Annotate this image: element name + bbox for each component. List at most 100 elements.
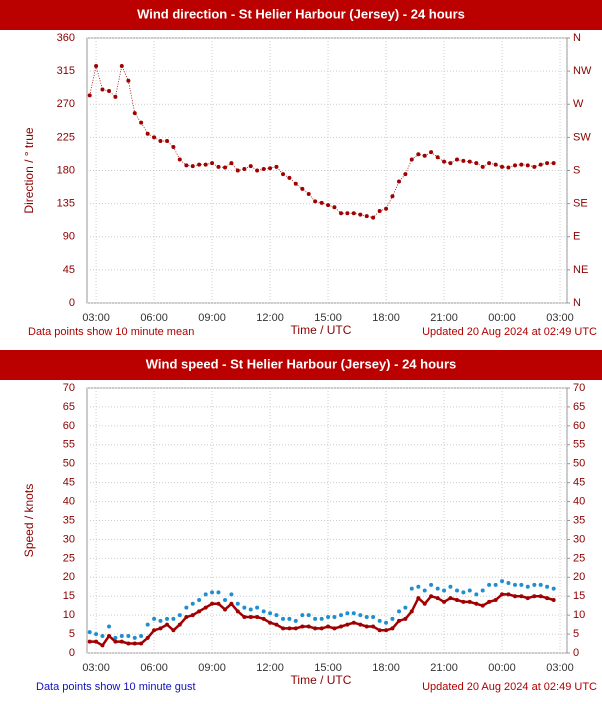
data-point bbox=[132, 635, 137, 640]
data-point bbox=[235, 168, 240, 173]
data-point bbox=[255, 168, 260, 173]
data-point bbox=[306, 613, 311, 618]
y2-tick-label: 25 bbox=[573, 552, 585, 564]
data-point bbox=[525, 596, 530, 601]
data-point bbox=[403, 172, 408, 177]
data-point bbox=[145, 635, 150, 640]
data-point bbox=[339, 624, 344, 629]
data-point bbox=[152, 616, 157, 621]
data-point bbox=[461, 158, 466, 163]
x-tick-label: 21:00 bbox=[430, 312, 458, 324]
y-axis-label: Direction / ° true bbox=[22, 127, 36, 213]
data-point bbox=[171, 616, 176, 621]
note: Data points show 10 minute mean bbox=[28, 326, 194, 338]
data-point bbox=[512, 163, 517, 168]
data-point bbox=[364, 615, 369, 620]
data-point bbox=[203, 605, 208, 610]
data-point bbox=[332, 626, 337, 631]
data-point bbox=[132, 641, 137, 646]
data-point bbox=[145, 622, 150, 627]
data-point bbox=[519, 594, 524, 599]
x-tick-label: 15:00 bbox=[314, 662, 342, 674]
y2-tick-label: SE bbox=[573, 198, 588, 210]
y-tick-label: 0 bbox=[69, 297, 75, 309]
y-tick-label: 70 bbox=[63, 382, 75, 394]
data-point bbox=[519, 582, 524, 587]
x-tick-label: 06:00 bbox=[140, 662, 168, 674]
data-point bbox=[229, 161, 234, 166]
y2-tick-label: 15 bbox=[573, 590, 585, 602]
data-point bbox=[493, 598, 498, 602]
x-tick-label: 03:00 bbox=[82, 662, 110, 674]
y-axis-label: Speed / knots bbox=[22, 484, 36, 557]
y2-tick-label: N bbox=[573, 297, 581, 309]
data-point bbox=[313, 626, 318, 631]
y2-tick-label: 60 bbox=[573, 420, 585, 432]
y2-tick-label: 5 bbox=[573, 628, 579, 640]
data-point bbox=[532, 594, 537, 599]
data-point bbox=[300, 613, 305, 618]
data-point bbox=[210, 161, 215, 166]
data-point bbox=[442, 599, 447, 604]
data-point bbox=[358, 622, 363, 627]
y2-tick-label: 30 bbox=[573, 533, 585, 545]
y-tick-label: 180 bbox=[57, 164, 75, 176]
data-point bbox=[190, 613, 195, 618]
chart-title: Wind speed - St Helier Harbour (Jersey) … bbox=[146, 356, 457, 371]
data-point bbox=[293, 618, 298, 623]
data-point bbox=[416, 596, 421, 601]
data-point bbox=[126, 641, 131, 646]
data-point bbox=[384, 620, 389, 625]
y2-tick-label: 45 bbox=[573, 477, 585, 489]
y2-tick-label: N bbox=[573, 32, 581, 44]
y2-tick-label: 35 bbox=[573, 514, 585, 526]
data-point bbox=[319, 616, 324, 621]
data-point bbox=[397, 618, 402, 623]
data-point bbox=[107, 624, 112, 629]
x-tick-label: 03:00 bbox=[82, 312, 110, 324]
data-point bbox=[197, 598, 202, 602]
data-point bbox=[306, 624, 311, 629]
data-point bbox=[197, 609, 202, 614]
data-point bbox=[229, 592, 234, 597]
chart-title: Wind direction - St Helier Harbour (Jers… bbox=[137, 6, 465, 21]
y-tick-label: 30 bbox=[63, 533, 75, 545]
data-point bbox=[351, 611, 356, 616]
data-point bbox=[448, 596, 453, 601]
data-point bbox=[248, 164, 253, 169]
data-point bbox=[512, 594, 517, 599]
data-point bbox=[429, 594, 434, 599]
data-point bbox=[455, 598, 460, 602]
data-point bbox=[113, 94, 118, 99]
y2-tick-label: W bbox=[573, 98, 584, 110]
data-point bbox=[268, 620, 273, 625]
data-point bbox=[268, 611, 273, 616]
data-point bbox=[551, 161, 556, 166]
data-point bbox=[480, 603, 485, 608]
data-point bbox=[223, 598, 228, 602]
data-point bbox=[358, 613, 363, 618]
data-point bbox=[319, 200, 324, 205]
x-tick-label: 12:00 bbox=[256, 312, 284, 324]
data-point bbox=[474, 601, 479, 606]
data-point bbox=[152, 628, 157, 633]
y-tick-label: 45 bbox=[63, 477, 75, 489]
y-tick-label: 90 bbox=[63, 231, 75, 243]
data-point bbox=[397, 609, 402, 614]
data-point bbox=[525, 163, 530, 168]
data-point bbox=[274, 613, 279, 618]
data-point bbox=[177, 157, 182, 162]
title-bar bbox=[0, 0, 602, 30]
data-point bbox=[197, 162, 202, 167]
data-point bbox=[364, 624, 369, 629]
data-point bbox=[545, 584, 550, 589]
x-tick-label: 06:00 bbox=[140, 312, 168, 324]
data-point bbox=[190, 164, 195, 169]
data-point bbox=[300, 624, 305, 629]
y-tick-label: 65 bbox=[63, 401, 75, 413]
data-point bbox=[190, 601, 195, 606]
data-point bbox=[339, 211, 344, 216]
data-point bbox=[281, 626, 286, 631]
note: Data points show 10 minute gust bbox=[36, 681, 196, 693]
